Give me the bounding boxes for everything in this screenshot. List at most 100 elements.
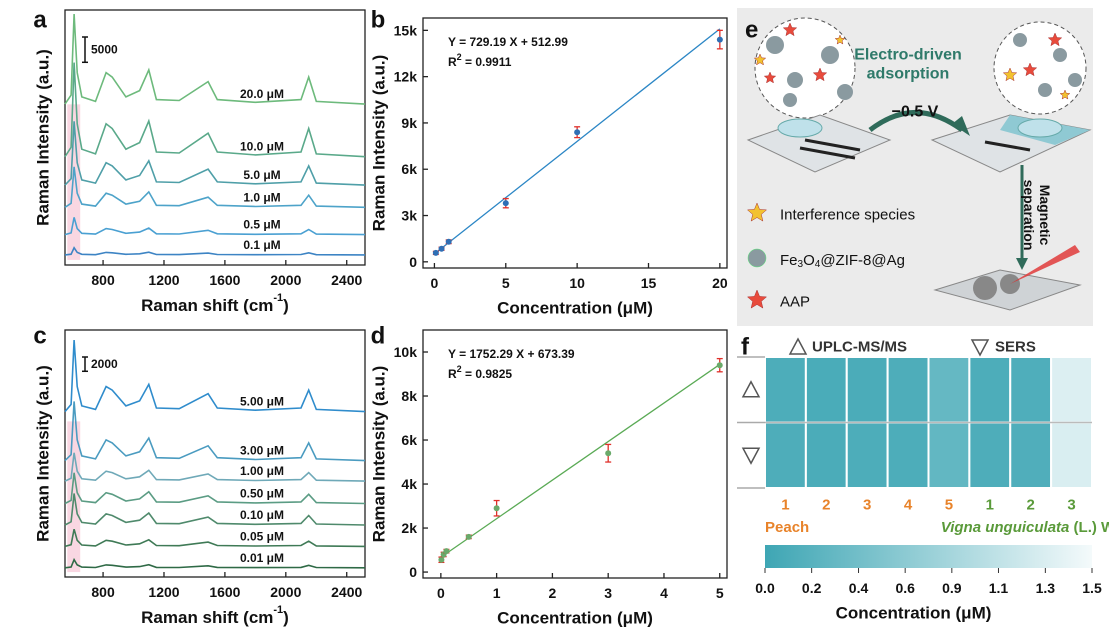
- x-axis-title: Raman shift (cm-1): [141, 604, 289, 627]
- colorbar: [765, 545, 1092, 568]
- plot-frame: [64, 329, 366, 578]
- star-icon: [1022, 62, 1038, 77]
- row-icon: [741, 380, 761, 398]
- x-tick-label: 20: [712, 275, 728, 291]
- series-label: 1.0 μM: [243, 190, 280, 204]
- spectrum: [64, 13, 366, 105]
- series-label: 0.01 μM: [240, 551, 284, 565]
- row-icon: [741, 447, 761, 465]
- x-tick-label: 2000: [270, 584, 301, 600]
- x-tick-label: 1200: [148, 584, 179, 600]
- x-tick-label: 1200: [148, 272, 179, 288]
- row-header: UPLC-MS/MS: [812, 339, 907, 356]
- star-icon: [834, 34, 846, 45]
- x-tick-label: 3: [604, 585, 612, 601]
- y-tick-label: 10k: [394, 344, 418, 360]
- heatmap-cell: [1050, 421, 1093, 489]
- heatmap-cell: [1050, 356, 1093, 424]
- heatmap-cell: [886, 356, 930, 424]
- text-part: Raman shift (cm: [141, 608, 273, 627]
- x-tick-label: 1600: [209, 584, 240, 600]
- category-label: 5: [945, 497, 953, 514]
- legend-label: Interference species: [780, 207, 915, 224]
- data-point: [432, 249, 439, 256]
- category-label: 1: [986, 497, 994, 514]
- category-label: 4: [904, 497, 913, 514]
- scale-bar-label: 5000: [91, 43, 118, 57]
- spectrum: [64, 121, 366, 186]
- series-label: 1.00 μM: [240, 464, 284, 478]
- colorbar-tick-label: 1.5: [1082, 580, 1102, 596]
- electrode: [804, 138, 861, 152]
- y-axis-title: Raman Intensity (a.u.): [34, 365, 53, 542]
- equation: Y = 729.19 X + 512.99: [448, 35, 568, 49]
- particle: [1013, 33, 1027, 47]
- y-tick-label: 15k: [394, 22, 418, 38]
- particle: [783, 93, 797, 107]
- plot-frame: [64, 9, 366, 266]
- text-part: Vigna unguiculata: [941, 519, 1070, 536]
- spectrum: [64, 528, 366, 548]
- text-part: Fe: [780, 252, 798, 269]
- star-icon: [763, 71, 777, 84]
- y-tick-label: 4k: [401, 476, 417, 492]
- x-tick-label: 0: [437, 585, 445, 601]
- droplet: [1017, 118, 1063, 138]
- spectrum: [64, 339, 366, 413]
- particle: [766, 36, 784, 54]
- arrowhead: [952, 116, 970, 136]
- spectrum: [64, 452, 366, 482]
- superscript: 2: [457, 52, 462, 62]
- text-part: R: [448, 55, 457, 69]
- plot-frame: [422, 17, 728, 269]
- heatmap-cell: [927, 421, 971, 489]
- panel-label: d: [371, 323, 386, 350]
- x-axis-title: Concentration (μM): [497, 609, 653, 628]
- category-label: 1: [781, 497, 789, 514]
- text-part: @ZIF-8@Ag: [820, 252, 905, 269]
- x-tick-label: 15: [641, 275, 657, 291]
- data-point: [605, 450, 612, 457]
- panel-label: c: [33, 323, 46, 350]
- category-label: 3: [1067, 497, 1075, 514]
- particle: [837, 84, 853, 100]
- colorbar-tick-label: 0.9: [942, 580, 962, 596]
- group-label: Vigna unguiculata (L.) Walp.: [941, 519, 1109, 536]
- row-header: SERS: [995, 339, 1036, 356]
- star-icon: [746, 289, 768, 309]
- subscript: 3: [798, 259, 804, 270]
- x-tick-label: 1: [493, 585, 501, 601]
- heatmap-cell: [804, 421, 848, 489]
- scale-bar-label: 2000: [91, 357, 118, 371]
- data-point: [716, 36, 723, 43]
- particle: [1053, 48, 1067, 62]
- zoom-circle: [993, 21, 1087, 115]
- y-tick-label: 12k: [394, 69, 418, 85]
- series-label: 0.1 μM: [243, 238, 280, 252]
- x-tick-label: 10: [569, 275, 585, 291]
- series-label: 20.0 μM: [240, 87, 284, 101]
- droplet: [777, 118, 823, 138]
- superscript: -1: [273, 292, 283, 304]
- series-label: 0.10 μM: [240, 508, 284, 522]
- heatmap-cell: [764, 421, 807, 489]
- star-icon: [1002, 67, 1018, 82]
- y-tick-label: 8k: [401, 388, 417, 404]
- particle: [1068, 73, 1082, 87]
- heatmap-cell: [927, 356, 971, 424]
- equation: Y = 1752.29 X + 673.39: [448, 347, 575, 361]
- spectrum: [64, 557, 366, 569]
- data-point: [438, 556, 445, 563]
- colorbar-tick-label: 0.0: [755, 580, 775, 596]
- superscript: -1: [273, 604, 283, 616]
- label: separation: [1021, 180, 1037, 251]
- heatmap-cell: [1009, 421, 1053, 489]
- y-tick-label: 6k: [401, 432, 417, 448]
- colorbar-tick-label: 0.2: [802, 580, 822, 596]
- series-label: 0.50 μM: [240, 486, 284, 500]
- zoom-circle: [754, 17, 856, 119]
- data-point: [716, 362, 723, 369]
- y-axis-title: Raman Intensity (a.u.): [370, 366, 389, 543]
- superscript: 2: [457, 364, 462, 374]
